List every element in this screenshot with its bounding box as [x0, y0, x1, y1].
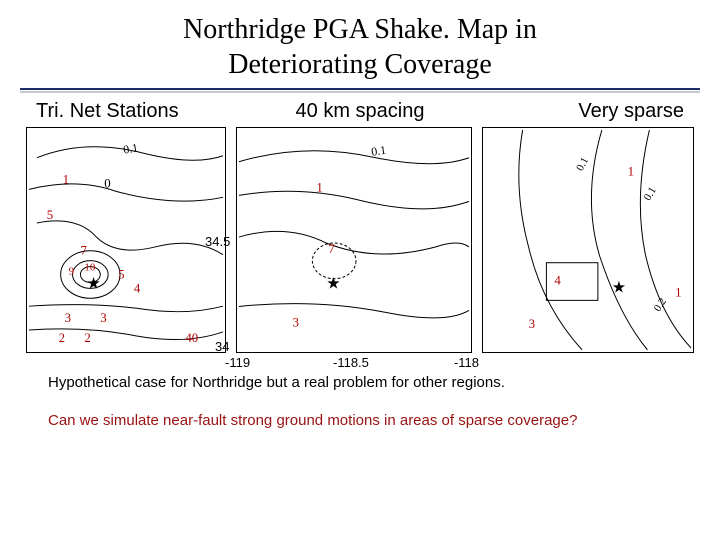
map-panel-trinet: ★ 1 5 7 9 10 5 4 3 3 2 2 40 0.1 0	[26, 127, 226, 353]
svg-text:0.1: 0.1	[574, 155, 591, 173]
panel-label-1: Tri. Net Stations	[30, 100, 252, 123]
svg-text:3: 3	[529, 317, 535, 331]
svg-text:★: ★	[612, 279, 626, 296]
svg-text:4: 4	[554, 274, 561, 288]
axis-x-mid: -118.5	[333, 355, 369, 370]
svg-text:7: 7	[328, 242, 335, 256]
map-panel-sparse: ★ 1 4 3 1 0.1 0.1 0.2	[482, 127, 694, 353]
svg-text:★: ★	[326, 276, 340, 293]
axis-y-bot: 34	[215, 339, 229, 354]
panel-labels-row: Tri. Net Stations 40 km spacing Very spa…	[0, 90, 720, 123]
svg-text:3: 3	[65, 311, 71, 325]
svg-text:9: 9	[69, 266, 74, 278]
map-panel-40km: ★ 1 7 3 0.1 34.5 34 -119 -118.5 -118	[236, 127, 472, 353]
svg-text:3: 3	[293, 315, 299, 329]
svg-text:0.2: 0.2	[652, 296, 669, 314]
axis-x-left: -119	[225, 355, 250, 370]
svg-text:10: 10	[84, 262, 95, 274]
svg-text:1: 1	[63, 172, 69, 186]
svg-text:0.1: 0.1	[370, 143, 387, 159]
svg-text:0.1: 0.1	[642, 185, 659, 203]
svg-text:40: 40	[185, 331, 198, 345]
slide-title: Northridge PGA Shake. Map in Deteriorati…	[0, 0, 720, 82]
svg-text:★: ★	[86, 275, 100, 292]
svg-text:5: 5	[118, 267, 124, 281]
svg-text:2: 2	[59, 331, 65, 345]
panel3-svg: ★ 1 4 3 1 0.1 0.1 0.2	[483, 128, 693, 352]
svg-text:1: 1	[316, 180, 322, 194]
title-rule	[0, 88, 720, 90]
axis-x-right: -118	[454, 355, 479, 370]
panel2-svg: ★ 1 7 3 0.1	[237, 128, 471, 352]
svg-text:5: 5	[47, 208, 53, 222]
title-line2: Deteriorating Coverage	[228, 49, 492, 80]
svg-text:0: 0	[104, 176, 110, 190]
svg-text:3: 3	[100, 311, 106, 325]
svg-text:7: 7	[80, 244, 87, 258]
svg-text:1: 1	[675, 285, 681, 299]
panel-label-2: 40 km spacing	[252, 100, 468, 123]
title-line1: Northridge PGA Shake. Map in	[183, 14, 537, 45]
panel1-svg: ★ 1 5 7 9 10 5 4 3 3 2 2 40 0.1 0	[27, 128, 225, 352]
caption-2: Can we simulate near-fault strong ground…	[0, 393, 720, 431]
axis-y-mid: 34.5	[205, 234, 230, 249]
svg-text:1: 1	[628, 165, 634, 179]
svg-text:0.1: 0.1	[122, 140, 139, 156]
svg-text:2: 2	[84, 331, 90, 345]
panels-row: ★ 1 5 7 9 10 5 4 3 3 2 2 40 0.1 0 ★ 1	[0, 123, 720, 353]
panel-label-3: Very sparse	[468, 100, 690, 123]
svg-text:4: 4	[134, 281, 141, 295]
